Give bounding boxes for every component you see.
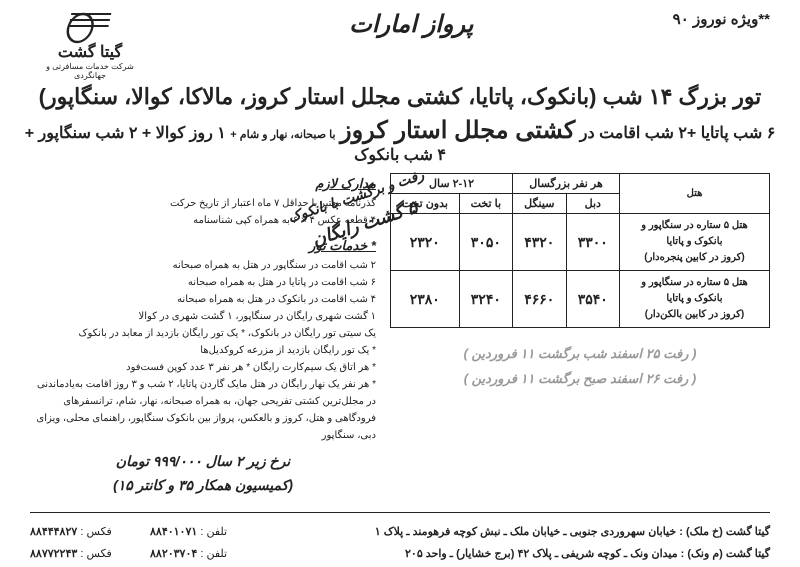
- subtitle-part1: ۶ شب پاتایا +۲ شب اقامت در: [580, 125, 776, 142]
- departure-2: ( رفت ۲۶ اسفند صبح برگشت ۱۱ فروردین ): [390, 367, 770, 392]
- child-rate: نرخ زیر ۲ سال ۹۹۹/۰۰۰ تومان: [30, 450, 376, 474]
- addr-1: گیتا گشت (خ ملک) : خیابان سهروردی جنوبی …: [375, 526, 770, 538]
- special-badge: **ویژه نوروز ۹۰: [673, 10, 770, 28]
- logo-company-sub: شرکت خدمات مسافرتی و جهانگردی: [30, 62, 150, 80]
- th-sgl: سینگل: [513, 194, 566, 214]
- subtitle-ship: کشتی مجلل استار کروز: [340, 117, 575, 144]
- service-line: * هر اتاق یک سیم‌کارت رایگان * هر نفر ۳ …: [30, 359, 376, 376]
- hotel-note: (کروز در کابین بالکن‌دار): [626, 307, 763, 323]
- service-line: یک سیتی تور رایگان در بانکوک، * یک تور ر…: [30, 325, 376, 342]
- tel-2: ۸۸۲۰۳۷۰۴: [150, 548, 197, 560]
- footer-row-2: گیتا گشت (م ونک) : میدان ونک ـ کوچه شریف…: [30, 543, 770, 565]
- cell-wbed: ۳۲۴۰: [459, 271, 512, 328]
- th-hotel: هتل: [620, 174, 770, 214]
- departure-dates: ( رفت ۲۵ اسفند شب برگشت ۱۱ فروردین ) ( ر…: [390, 342, 770, 391]
- main-content: هتل هر نفر بزرگسال ۲-۱۲ سال دبل سینگل با…: [0, 169, 800, 498]
- departure-1: ( رفت ۲۵ اسفند شب برگشت ۱۱ فروردین ): [390, 342, 770, 367]
- addr-2: گیتا گشت (م ونک) : میدان ونک ـ کوچه شریف…: [405, 548, 770, 560]
- footer: گیتا گشت (خ ملک) : خیابان سهروردی جنوبی …: [0, 519, 800, 567]
- globe-logo-icon: [60, 10, 120, 44]
- service-line: ۲ شب اقامت در سنگاپور در هتل به همراه صب…: [30, 257, 376, 274]
- separator: [30, 512, 770, 513]
- footer-row-1: گیتا گشت (خ ملک) : خیابان سهروردی جنوبی …: [30, 521, 770, 543]
- text-column: رفت و برگشت با بانکوک ۵ گشت رایگان مدارک…: [30, 173, 376, 498]
- price-table: هتل هر نفر بزرگسال ۲-۱۲ سال دبل سینگل با…: [390, 173, 770, 328]
- docs-heading: مدارک لازم: [30, 173, 376, 195]
- cell-nobed: ۲۳۸۰: [391, 271, 460, 328]
- rates-block: نرخ زیر ۲ سال ۹۹۹/۰۰۰ تومان (کمیسیون همک…: [30, 450, 376, 498]
- th-adult: هر نفر بزرگسال: [513, 174, 620, 194]
- cell-wbed: ۳۰۵۰: [459, 214, 512, 271]
- price-table-column: هتل هر نفر بزرگسال ۲-۱۲ سال دبل سینگل با…: [390, 173, 770, 498]
- table-row: هتل ۵ ستاره در سنگاپور و بانکوک و پاتایا…: [391, 214, 770, 271]
- fax-label: فکس :: [80, 548, 111, 560]
- tel-1: ۸۸۴۰۱۰۷۱: [150, 526, 197, 538]
- logo-company-name: گیتا گشت: [30, 42, 150, 62]
- hotel-note: (کروز در کابین پنجره‌دار): [626, 250, 763, 266]
- tel-label: تلفن :: [200, 526, 227, 538]
- service-line: * هر نفر یک نهار رایگان در هتل مایک گارد…: [30, 376, 376, 444]
- th-wbed: با تخت: [459, 194, 512, 214]
- commission: (کمیسیون همکار ۳۵ و کانتر ۱۵): [30, 474, 376, 498]
- cell-dbl: ۳۳۰۰: [566, 214, 619, 271]
- subtitle-part2: با صبحانه، نهار و شام +: [230, 129, 335, 141]
- hotel-name: هتل ۵ ستاره در سنگاپور و بانکوک و پاتایا: [626, 218, 763, 250]
- subtitle: ۶ شب پاتایا +۲ شب اقامت در کشتی مجلل است…: [0, 110, 800, 169]
- service-line: ۴ شب اقامت در بانکوک در هتل به همراه صبح…: [30, 291, 376, 308]
- fax-2: ۸۸۷۷۲۲۴۳: [30, 548, 77, 560]
- cell-sgl: ۴۶۶۰: [513, 271, 566, 328]
- service-line: ۱ گشت شهری رایگان در سنگاپور، ۱ گشت شهری…: [30, 308, 376, 325]
- main-title: تور بزرگ ۱۴ شب (بانکوک، پاتایا، کشتی مجل…: [0, 84, 800, 110]
- hotel-name: هتل ۵ ستاره در سنگاپور و بانکوک و پاتایا: [626, 275, 763, 307]
- tel-label: تلفن :: [200, 548, 227, 560]
- service-line: * یک تور رایگان بازدید از مزرعه کروکدیل‌…: [30, 342, 376, 359]
- service-line: ۶ شب اقامت در پاتایا در هتل به همراه صبح…: [30, 274, 376, 291]
- table-row: هتل ۵ ستاره در سنگاپور و بانکوک و پاتایا…: [391, 271, 770, 328]
- company-logo-block: گیتا گشت شرکت خدمات مسافرتی و جهانگردی: [30, 10, 150, 80]
- cell-dbl: ۳۵۴۰: [566, 271, 619, 328]
- cell-sgl: ۴۳۲۰: [513, 214, 566, 271]
- fax-1: ۸۸۴۴۴۸۲۷: [30, 526, 77, 538]
- header: **ویژه نوروز ۹۰ پرواز امارات گیتا گشت شر…: [0, 0, 800, 84]
- fax-label: فکس :: [80, 526, 111, 538]
- th-dbl: دبل: [566, 194, 619, 214]
- flight-title: پرواز امارات: [349, 10, 473, 39]
